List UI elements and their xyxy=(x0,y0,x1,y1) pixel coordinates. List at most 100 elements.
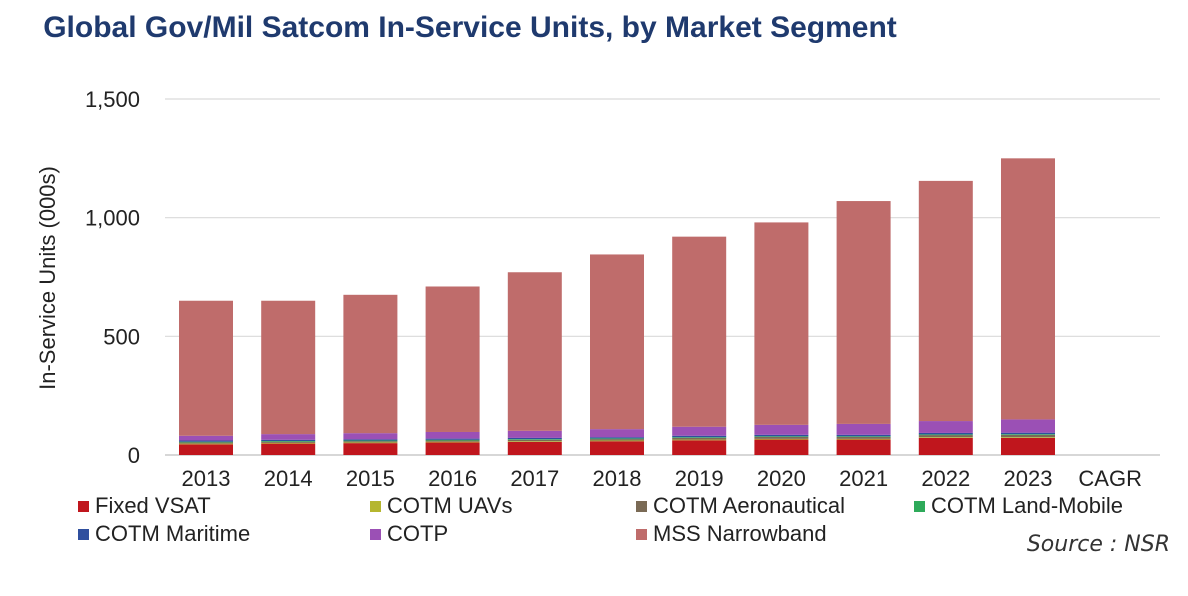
bar-segment xyxy=(1001,434,1055,435)
y-axis-tick-labels: 0 500 1,000 1,500 xyxy=(85,87,140,468)
bar-segment xyxy=(343,439,398,441)
bar-segment xyxy=(261,434,316,440)
bar-segment xyxy=(918,180,973,422)
bar-segment xyxy=(343,294,398,434)
bar-segment xyxy=(425,438,480,440)
y-axis-label: In-Service Units (000s) xyxy=(35,166,60,390)
bar-segment xyxy=(836,439,891,455)
bar-segment xyxy=(179,440,233,442)
bar-segment xyxy=(507,272,562,431)
y-tick-label: 500 xyxy=(103,324,140,349)
legend-item: COTM Maritime xyxy=(78,521,250,546)
bar-segment xyxy=(754,424,809,435)
bar-segment xyxy=(836,436,891,437)
legend-swatch xyxy=(370,501,381,512)
bar-segment xyxy=(590,437,644,439)
bar-segment xyxy=(179,444,233,455)
chart-title: Global Gov/Mil Satcom In-Service Units, … xyxy=(43,11,897,44)
bar-segment xyxy=(179,443,233,445)
legend-item: COTM Aeronautical xyxy=(636,493,845,518)
legend-swatch xyxy=(636,529,647,540)
bar-segment xyxy=(343,433,398,440)
bar-segment xyxy=(507,441,562,442)
x-tick-label: 2022 xyxy=(921,466,970,491)
bar-segment xyxy=(261,442,316,444)
bar-segment xyxy=(507,439,562,440)
legend-item: Fixed VSAT xyxy=(78,493,211,518)
bar-segment xyxy=(343,442,398,444)
legend-swatch xyxy=(78,501,89,512)
legend-label: COTM Maritime xyxy=(95,521,250,546)
bar-segment xyxy=(672,437,727,438)
x-tick-label: 2021 xyxy=(839,466,888,491)
bar-segment xyxy=(754,438,809,440)
bar-segment xyxy=(918,432,973,435)
legend-label: MSS Narrowband xyxy=(653,521,827,546)
x-tick-label: 2020 xyxy=(757,466,806,491)
legend-label: Fixed VSAT xyxy=(95,493,211,518)
legend-swatch xyxy=(78,529,89,540)
bar-segment xyxy=(1001,437,1055,438)
x-tick-label: CAGR xyxy=(1078,466,1142,491)
bar-segment xyxy=(590,438,644,440)
bar-segment xyxy=(918,434,973,436)
x-tick-label: 2015 xyxy=(346,466,395,491)
bar-segment xyxy=(261,440,316,442)
bar-segment xyxy=(343,440,398,442)
bar-segment xyxy=(425,442,480,455)
legend-swatch xyxy=(914,501,925,512)
legend-item: COTM UAVs xyxy=(370,493,512,518)
bar-segment xyxy=(672,435,727,438)
bar-segment xyxy=(261,300,316,435)
bar-segment xyxy=(425,431,480,439)
bar-segment xyxy=(261,443,316,455)
bar-segment xyxy=(1001,432,1055,435)
bar-segment xyxy=(1001,419,1055,433)
bar-segment xyxy=(672,440,727,455)
bar-segment xyxy=(590,441,644,455)
bar-segment xyxy=(836,423,891,435)
x-tick-label: 2014 xyxy=(264,466,313,491)
bar-segment xyxy=(754,434,809,437)
bar-segment xyxy=(425,439,480,441)
bar-segment xyxy=(261,439,316,441)
bar-segment xyxy=(1001,158,1055,420)
bars xyxy=(179,158,1055,455)
bar-segment xyxy=(672,439,727,441)
legend-swatch xyxy=(636,501,647,512)
bar-segment xyxy=(918,437,973,455)
legend-item: MSS Narrowband xyxy=(636,521,827,546)
bar-segment xyxy=(425,441,480,443)
bar-segment xyxy=(836,201,891,424)
bar-segment xyxy=(507,430,562,438)
bar-segment xyxy=(425,286,480,432)
bar-segment xyxy=(425,440,480,442)
bar-segment xyxy=(672,236,727,427)
bar-segment xyxy=(590,429,644,438)
y-tick-label: 0 xyxy=(128,443,140,468)
bar-segment xyxy=(590,439,644,441)
x-tick-label: 2023 xyxy=(1004,466,1053,491)
bar-segment xyxy=(836,438,891,440)
bar-segment xyxy=(754,436,809,437)
bar-segment xyxy=(261,441,316,443)
legend-label: COTP xyxy=(387,521,448,546)
bar-segment xyxy=(918,421,973,433)
bar-segment xyxy=(754,439,809,455)
source-note: Source : NSR xyxy=(1026,532,1170,557)
x-axis-tick-labels: 2013 2014 2015 2016 2017 2018 2019 2020 2021 2022… xyxy=(182,466,1142,491)
legend-label: COTM Aeronautical xyxy=(653,493,845,518)
x-tick-label: 2016 xyxy=(428,466,477,491)
y-tick-label: 1,500 xyxy=(85,87,140,112)
x-tick-label: 2017 xyxy=(510,466,559,491)
x-tick-label: 2018 xyxy=(593,466,642,491)
bar-segment xyxy=(754,436,809,439)
bar-segment xyxy=(918,437,973,438)
bar-segment xyxy=(1001,437,1055,455)
bar-segment xyxy=(590,254,644,430)
x-tick-label: 2013 xyxy=(182,466,231,491)
bar-segment xyxy=(836,434,891,437)
legend-label: COTM Land-Mobile xyxy=(931,493,1123,518)
bar-segment xyxy=(590,440,644,442)
